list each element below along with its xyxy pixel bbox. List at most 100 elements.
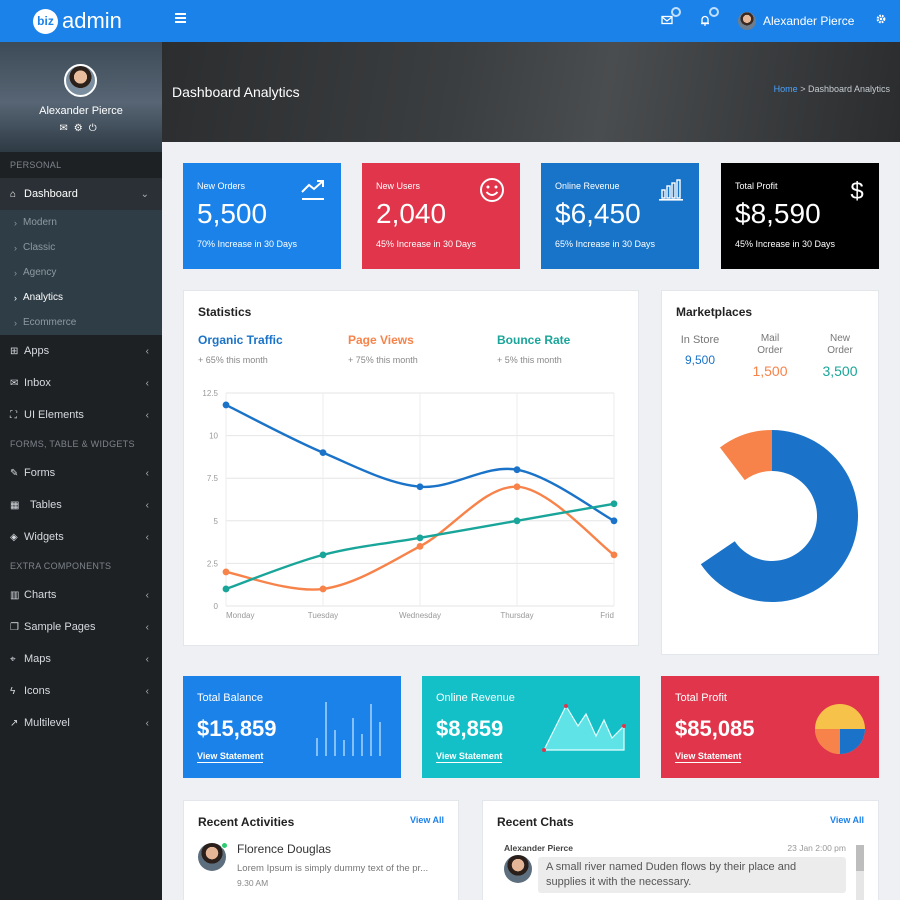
view-all-link[interactable]: View All (409, 815, 444, 825)
x-tick-label: Thursday (500, 611, 533, 620)
statistics-panel: Statistics Organic Traffic + 65% this mo… (183, 290, 639, 646)
x-tick-label: Wednesday (399, 611, 441, 620)
trend-up-icon (301, 180, 324, 200)
sidebar-section-personal: PERSONAL (10, 160, 62, 170)
mini-bar-chart (316, 702, 381, 756)
sidebar-item-label: Inbox (24, 377, 51, 389)
sidebar-item-label: Multilevel (24, 717, 70, 729)
data-point (416, 483, 424, 491)
sidebar-item-apps[interactable]: ⊞ Apps ‹ (0, 335, 162, 367)
stat-subtext: 70% Increase in 30 Days (197, 239, 298, 249)
chat-message: A small river named Duden flows by their… (538, 857, 846, 893)
card-value: $85,085 (675, 716, 755, 741)
bar-chart-icon (659, 179, 683, 201)
panel-title: Recent Activities (198, 815, 295, 829)
chat-sender: Alexander Pierce (504, 843, 573, 853)
sidebar-item-forms[interactable]: ✎ Forms ‹ (0, 457, 162, 489)
sidebar-item-sample-pages[interactable]: ❐ Sample Pages ‹ (0, 611, 162, 643)
sidebar-item-ui-elements[interactable]: ⛶ UI Elements ‹ (0, 399, 162, 431)
card-label: Online Revenue (436, 692, 515, 704)
donut-slice (719, 430, 772, 481)
card-value: $15,859 (197, 716, 277, 741)
gear-icon[interactable] (876, 14, 886, 27)
edit-icon: ✎ (10, 467, 19, 479)
panel-title: Marketplaces (676, 305, 753, 319)
marketplaces-panel: Marketplaces In Store 9,500 Mail Order 1… (661, 290, 879, 655)
mail-icon[interactable] (661, 7, 681, 27)
view-statement-link[interactable]: View Statement (197, 751, 264, 763)
profile-name: Alexander Pierce (39, 105, 123, 117)
svg-text:$: $ (850, 178, 863, 203)
sidebar-item-label: Forms (24, 467, 56, 479)
y-tick-label: 7.5 (207, 474, 219, 483)
data-point (319, 585, 327, 593)
data-point (416, 534, 424, 542)
stat-label: Total Profit (735, 181, 778, 191)
mini-area-chart (542, 704, 626, 752)
stat-card-new-orders: New Orders 5,500 70% Increase in 30 Days (183, 163, 341, 269)
stat-value: $8,590 (735, 198, 821, 229)
breadcrumb-current: Dashboard Analytics (807, 84, 890, 94)
submenu-label: Modern (23, 217, 57, 228)
stat-card-new-users: New Users 2,040 45% Increase in 30 Days (362, 163, 520, 269)
x-tick-label: Frid (600, 611, 614, 620)
chevron-left-icon: ‹ (145, 653, 149, 665)
user-menu[interactable]: Alexander Pierce (738, 12, 854, 30)
view-statement-link[interactable]: View Statement (436, 751, 503, 763)
recent-chats-panel: Recent Chats View All Alexander Pierce 2… (482, 800, 879, 900)
metric-page-views: Page Views (348, 333, 414, 347)
card-total-profit: Total Profit $85,085 View Statement (661, 676, 879, 778)
submenu-label: Ecommerce (23, 317, 77, 328)
menu-toggle-icon[interactable] (175, 13, 186, 25)
card-value: $8,859 (436, 716, 504, 741)
submenu-item-analytics[interactable]: › Analytics (0, 285, 162, 310)
envelope-icon: ✉ (10, 377, 19, 389)
sidebar-item-icons[interactable]: ϟ Icons ‹ (0, 675, 162, 707)
metric-organic-traffic: Organic Traffic (198, 333, 283, 347)
avatar (504, 855, 532, 883)
metric-subtext: + 5% this month (497, 355, 562, 365)
chevron-right-icon: › (14, 217, 17, 228)
avatar[interactable] (64, 64, 97, 97)
scrollbar-thumb[interactable] (856, 845, 864, 871)
chevron-left-icon: ‹ (145, 589, 149, 601)
smile-icon (480, 178, 504, 202)
stat-subtext: 65% Increase in 30 Days (555, 239, 656, 249)
chevron-left-icon: ‹ (145, 621, 149, 633)
submenu-item-ecommerce[interactable]: › Ecommerce (0, 310, 162, 335)
gear-icon[interactable]: ⚙ (73, 123, 89, 134)
sidebar-item-dashboard[interactable]: ⌂ Dashboard ⌄ (0, 178, 162, 210)
chevron-left-icon: ‹ (145, 531, 149, 543)
chat-scrollbar[interactable] (856, 845, 864, 900)
y-tick-label: 10 (209, 432, 218, 441)
sidebar-item-inbox[interactable]: ✉ Inbox ‹ (0, 367, 162, 399)
sidebar-item-tables[interactable]: ▦ Tables ‹ (0, 489, 162, 521)
stat-value: 2,040 (376, 198, 447, 229)
view-statement-link[interactable]: View Statement (675, 751, 742, 763)
copy-icon: ❐ (10, 621, 19, 633)
notification-dot (709, 7, 719, 17)
sidebar-item-label: Charts (24, 589, 57, 601)
sidebar-item-maps[interactable]: ⌖ Maps ‹ (0, 643, 162, 675)
activity-name[interactable]: Florence Douglas (237, 842, 332, 856)
bell-icon[interactable] (699, 7, 719, 27)
sidebar-item-charts[interactable]: ▥ Charts ‹ (0, 579, 162, 611)
submenu-item-classic[interactable]: › Classic (0, 235, 162, 260)
submenu-item-modern[interactable]: › Modern (0, 210, 162, 235)
sidebar: Alexander Pierce ✉⚙⏻ PERSONAL ⌂ Dashboar… (0, 42, 162, 900)
statistics-line-chart: 12.5 10 7.5 5 2.5 0 Monday Tuesday Wednesday Thur… (202, 389, 618, 620)
chevron-left-icon: ‹ (145, 409, 149, 421)
bar-chart-icon: ▥ (10, 589, 20, 601)
logo[interactable]: biz admin (33, 7, 122, 35)
view-all-link[interactable]: View All (829, 815, 864, 825)
marketplace-value: 9,500 (684, 353, 716, 367)
sidebar-item-multilevel[interactable]: ↗ Multilevel ‹ (0, 707, 162, 739)
power-icon[interactable]: ⏻ (88, 123, 103, 134)
sidebar-section-extra: EXTRA COMPONENTS (10, 561, 112, 571)
breadcrumb-home-link[interactable]: Home (773, 84, 798, 94)
stat-card-online-revenue: Online Revenue $6,450 65% Increase in 30… (541, 163, 699, 269)
envelope-icon[interactable]: ✉ (59, 123, 74, 134)
sidebar-item-widgets[interactable]: ◈ Widgets ‹ (0, 521, 162, 553)
chevron-left-icon: ‹ (145, 499, 149, 511)
submenu-item-agency[interactable]: › Agency (0, 260, 162, 285)
